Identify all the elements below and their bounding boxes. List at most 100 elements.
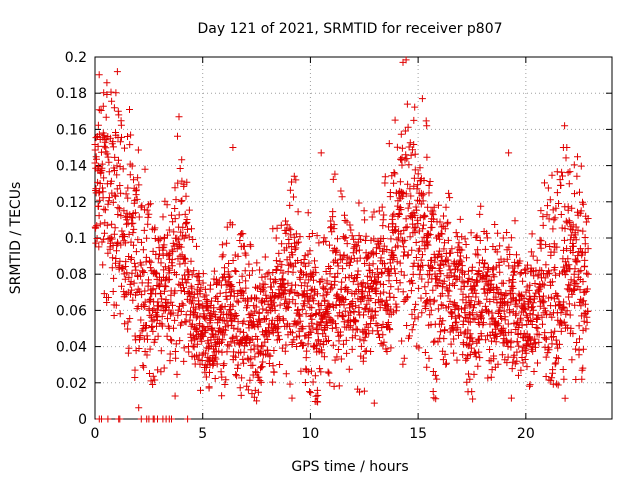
data-point xyxy=(347,226,355,234)
data-point xyxy=(436,328,444,336)
data-point xyxy=(433,272,441,280)
data-point xyxy=(197,284,205,292)
data-point xyxy=(171,184,179,192)
data-point xyxy=(325,369,333,377)
data-point xyxy=(440,212,447,220)
data-point xyxy=(306,312,314,320)
data-point xyxy=(558,168,566,176)
data-point xyxy=(239,355,247,363)
data-point xyxy=(390,265,398,273)
data-point xyxy=(553,168,561,176)
data-point xyxy=(411,228,419,236)
data-point xyxy=(553,189,561,197)
data-point xyxy=(136,332,144,339)
data-point xyxy=(504,342,512,350)
data-point xyxy=(493,248,501,256)
data-point xyxy=(202,326,210,334)
data-point xyxy=(278,344,286,352)
data-point xyxy=(134,146,142,154)
data-point xyxy=(521,266,529,274)
data-point xyxy=(576,245,584,253)
data-point xyxy=(467,344,475,352)
data-point xyxy=(462,356,470,364)
data-point xyxy=(369,260,377,268)
data-point xyxy=(499,279,507,287)
data-point xyxy=(315,239,323,247)
data-point xyxy=(374,322,382,329)
data-point xyxy=(416,164,424,172)
data-point xyxy=(242,251,250,259)
data-point xyxy=(331,273,339,281)
data-point xyxy=(403,322,411,329)
data-point xyxy=(404,293,412,301)
data-point xyxy=(133,186,140,194)
data-point xyxy=(103,150,111,158)
data-point xyxy=(342,336,350,344)
data-point xyxy=(576,286,584,294)
data-point xyxy=(183,178,191,186)
data-point xyxy=(271,276,279,283)
data-point xyxy=(145,201,153,209)
data-point xyxy=(166,357,174,365)
data-point xyxy=(522,349,530,357)
data-point xyxy=(506,309,514,317)
data-point xyxy=(218,392,226,400)
data-point xyxy=(278,240,286,248)
data-point xyxy=(191,334,199,342)
data-point xyxy=(539,320,546,328)
data-point xyxy=(380,211,388,219)
x-tick-label: 20 xyxy=(517,426,535,442)
data-point xyxy=(165,226,173,234)
data-point xyxy=(551,360,559,368)
data-point xyxy=(129,229,137,237)
data-point xyxy=(409,279,417,287)
data-point xyxy=(377,297,385,305)
data-point xyxy=(121,320,129,328)
data-point xyxy=(276,257,284,265)
data-point xyxy=(483,273,491,280)
data-point xyxy=(469,395,477,403)
data-point xyxy=(457,258,465,266)
data-point xyxy=(257,347,265,355)
data-point xyxy=(446,297,454,305)
data-point xyxy=(571,301,579,309)
data-point xyxy=(129,296,137,304)
data-point xyxy=(304,340,312,348)
data-point xyxy=(115,111,123,119)
data-point xyxy=(400,252,407,260)
data-point xyxy=(347,322,355,330)
data-point xyxy=(332,324,340,332)
data-point xyxy=(230,348,238,356)
data-point xyxy=(287,243,295,250)
data-point xyxy=(143,351,151,359)
data-point xyxy=(135,213,143,221)
data-point xyxy=(553,354,560,362)
data-point xyxy=(260,287,268,295)
data-point xyxy=(232,268,240,275)
data-point xyxy=(147,377,155,385)
data-point xyxy=(189,342,197,350)
data-point xyxy=(539,299,547,307)
data-point xyxy=(554,355,562,362)
data-point xyxy=(184,276,192,283)
data-point xyxy=(111,224,119,232)
data-point xyxy=(113,162,121,170)
data-point xyxy=(532,324,540,331)
data-point xyxy=(422,290,430,297)
data-point xyxy=(182,220,190,228)
data-point xyxy=(565,300,573,308)
data-point xyxy=(570,161,578,169)
data-point xyxy=(114,204,122,212)
data-point xyxy=(574,226,582,234)
data-point xyxy=(506,251,514,258)
data-point xyxy=(236,279,244,287)
data-point xyxy=(517,316,525,324)
data-point xyxy=(579,198,586,206)
data-point xyxy=(295,238,302,246)
data-point xyxy=(288,394,296,402)
data-point xyxy=(542,241,550,249)
data-point xyxy=(400,271,408,279)
data-point xyxy=(112,89,120,97)
data-point xyxy=(414,170,422,178)
data-point xyxy=(346,309,354,317)
